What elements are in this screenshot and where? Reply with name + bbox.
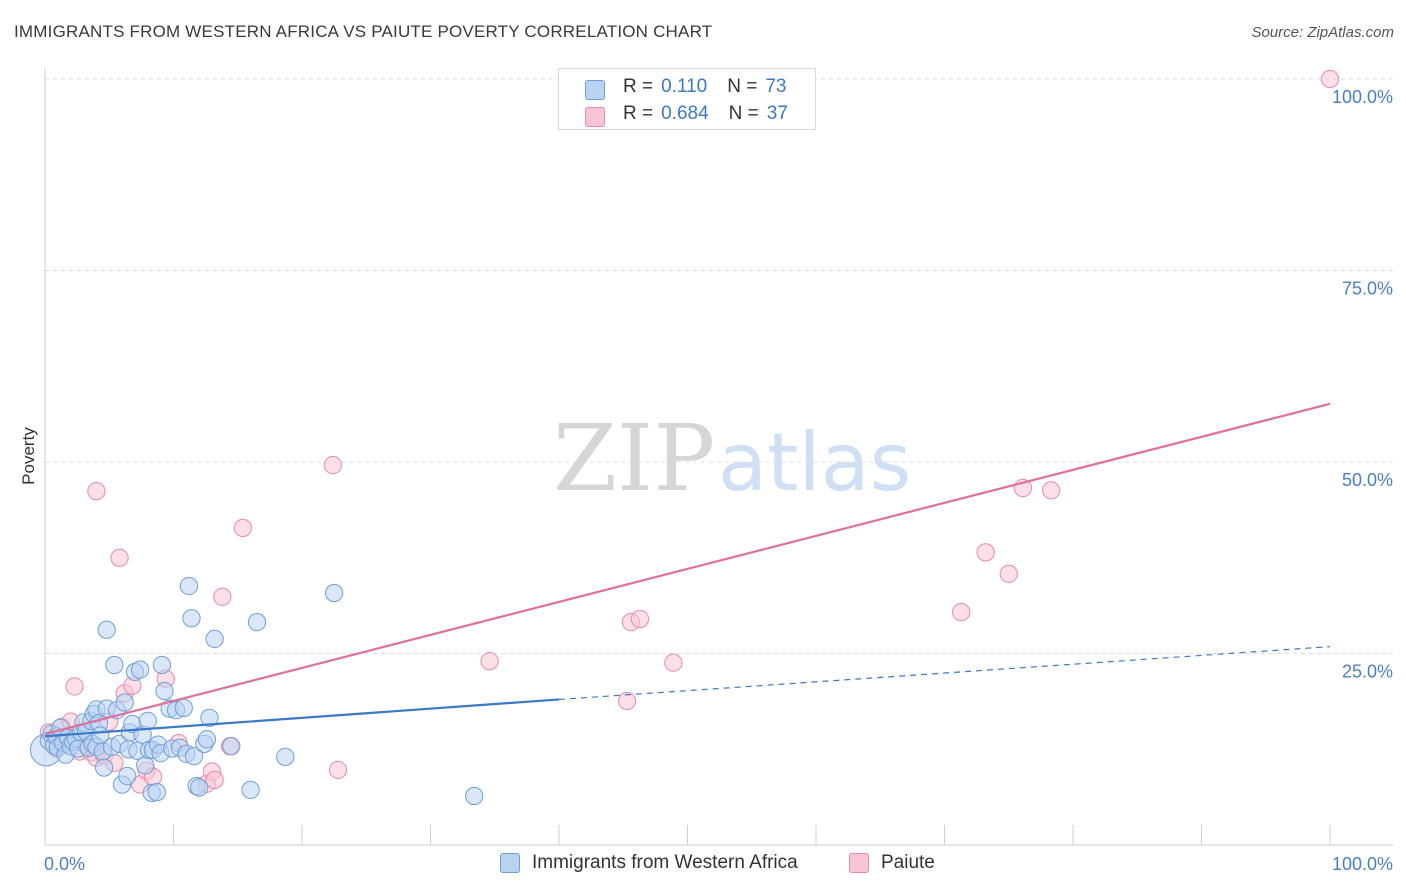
paiute-point bbox=[664, 653, 683, 672]
grid-layer bbox=[45, 78, 1393, 654]
western-africa-point bbox=[147, 783, 166, 802]
western-africa-point bbox=[324, 583, 344, 603]
y-tick-label: 50.0% bbox=[1342, 470, 1393, 490]
trend-lines bbox=[44, 402, 1331, 738]
western-africa-points bbox=[29, 576, 484, 806]
paiute-point bbox=[952, 602, 971, 622]
western-africa-point bbox=[138, 711, 157, 731]
western-africa-point bbox=[197, 730, 217, 749]
series-legend: Immigrants from Western Africa Paiute bbox=[0, 852, 1406, 878]
legend-r-value: 0.110 bbox=[661, 76, 708, 97]
western-africa-point bbox=[465, 786, 484, 806]
axes-layer bbox=[44, 68, 1393, 846]
legend-label: Immigrants from Western Africa bbox=[532, 852, 798, 873]
legend-row-western-africa: R = 0.110 N = 73 bbox=[585, 74, 787, 100]
western-africa-point bbox=[222, 737, 241, 756]
legend-item-paiute[interactable]: Paiute bbox=[849, 852, 935, 874]
paiute-point bbox=[999, 564, 1018, 583]
western-africa-point bbox=[179, 576, 199, 596]
legend-n-value: 73 bbox=[765, 76, 787, 97]
western-africa-point bbox=[200, 708, 219, 727]
western-africa-point bbox=[94, 758, 114, 777]
paiute-point bbox=[976, 543, 995, 562]
legend-row-paiute: R = 0.684 N = 37 bbox=[585, 101, 788, 127]
western-africa-point bbox=[190, 778, 209, 797]
western-africa-trend bbox=[44, 698, 560, 738]
correlation-legend: R = 0.110 N = 73 R = 0.684 N = 37 bbox=[558, 68, 816, 130]
legend-n-value: 37 bbox=[766, 103, 788, 124]
paiute-point bbox=[233, 518, 253, 538]
paiute-point bbox=[110, 548, 129, 567]
watermark-atlas: atlas bbox=[718, 416, 911, 509]
chart-title: IMMIGRANTS FROM WESTERN AFRICA VS PAIUTE… bbox=[14, 22, 713, 41]
western-africa-point bbox=[184, 747, 204, 766]
western-africa-point bbox=[130, 660, 150, 679]
paiute-point bbox=[480, 652, 499, 671]
legend-r-label: R = bbox=[623, 103, 654, 124]
western-africa-trend-extrapolated bbox=[558, 646, 1331, 701]
paiute-point bbox=[630, 609, 650, 629]
watermark-zip: ZIP bbox=[553, 405, 715, 512]
x-tick-label-max: 100.0% bbox=[1332, 854, 1393, 874]
western-africa-point bbox=[97, 620, 116, 639]
legend-r-label: R = bbox=[623, 76, 654, 97]
paiute-point bbox=[1042, 481, 1061, 500]
paiute-point bbox=[87, 481, 106, 501]
paiute-point bbox=[328, 760, 348, 780]
legend-item-western-africa[interactable]: Immigrants from Western Africa bbox=[500, 852, 798, 874]
western-africa-point bbox=[205, 629, 224, 649]
western-africa-point bbox=[155, 681, 174, 701]
paiute-point bbox=[617, 691, 637, 711]
western-africa-point bbox=[118, 766, 137, 786]
paiute-point bbox=[213, 587, 232, 606]
paiute-trend bbox=[44, 402, 1331, 735]
western-africa-point bbox=[152, 655, 172, 675]
y-axis-title: Poverty bbox=[19, 427, 38, 485]
legend-r-value: 0.684 bbox=[661, 103, 709, 124]
western-africa-point bbox=[182, 609, 201, 628]
watermark: ZIP atlas bbox=[553, 405, 911, 512]
western-africa-point bbox=[241, 780, 260, 799]
western-africa-point bbox=[136, 756, 155, 775]
legend-swatch-pink bbox=[585, 107, 605, 127]
legend-swatch-pink bbox=[849, 853, 869, 873]
legend-swatch-blue bbox=[500, 853, 520, 873]
y-tick-label: 75.0% bbox=[1342, 279, 1393, 299]
legend-label: Paiute bbox=[881, 852, 935, 873]
source-credit: Source: ZipAtlas.com bbox=[1251, 24, 1394, 41]
y-tick-label: 100.0% bbox=[1332, 87, 1393, 107]
western-africa-point bbox=[174, 698, 193, 718]
legend-n-label: N = bbox=[727, 76, 758, 97]
western-africa-point bbox=[276, 747, 295, 767]
western-africa-point bbox=[247, 612, 267, 632]
paiute-point bbox=[205, 770, 224, 790]
western-africa-point bbox=[105, 655, 124, 675]
paiute-point bbox=[1320, 69, 1340, 89]
paiute-point bbox=[65, 677, 84, 696]
axis-labels: 25.0% 50.0% 75.0% 100.0% 0.0% 100.0% Poverty bbox=[19, 87, 1393, 874]
y-tick-label: 25.0% bbox=[1342, 662, 1393, 682]
x-tick-label-min: 0.0% bbox=[44, 854, 85, 874]
paiute-point bbox=[323, 455, 342, 475]
legend-swatch-blue bbox=[585, 80, 605, 100]
western-africa-point bbox=[115, 693, 134, 712]
legend-n-label: N = bbox=[728, 103, 759, 124]
